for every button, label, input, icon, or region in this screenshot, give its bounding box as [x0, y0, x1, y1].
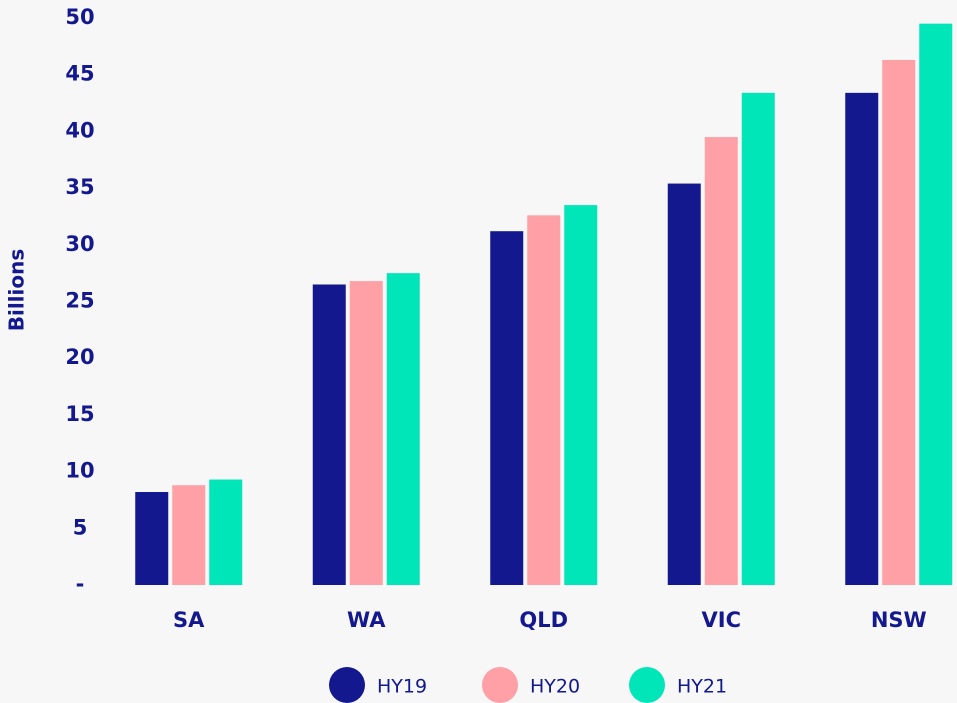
bar: [741, 92, 775, 586]
legend-swatch: [629, 667, 665, 703]
bar: [527, 215, 561, 586]
legend-label: HY19: [377, 676, 427, 698]
y-tick-label: 45: [65, 62, 94, 86]
y-tick-label: 20: [65, 345, 94, 369]
x-tick-label: NSW: [871, 608, 927, 632]
bar: [172, 485, 206, 585]
bar: [704, 137, 738, 585]
bar: [919, 23, 953, 586]
y-tick-label: 35: [65, 175, 94, 199]
y-tick-label: -: [76, 572, 85, 596]
y-tick-label: 25: [65, 289, 94, 313]
y-axis-title: Billions: [5, 249, 29, 332]
x-tick-label: WA: [347, 608, 386, 632]
y-tick-label: 50: [65, 5, 94, 29]
bar: [349, 281, 383, 585]
y-tick-label: 15: [65, 402, 94, 426]
bar: [564, 205, 598, 586]
y-tick-label: 5: [73, 515, 88, 539]
x-tick-label: VIC: [702, 608, 741, 632]
legend-label: HY21: [677, 676, 727, 698]
legend-label: HY20: [530, 676, 580, 698]
x-tick-label: SA: [173, 608, 205, 632]
bar: [667, 183, 701, 585]
y-tick-label: 40: [65, 118, 94, 142]
x-tick-label: QLD: [519, 608, 568, 632]
legend-swatch: [329, 667, 365, 703]
bar: [386, 273, 420, 585]
bar: [845, 92, 879, 586]
bar: [135, 492, 169, 585]
y-tick-label: 10: [65, 459, 94, 483]
bar: [312, 284, 346, 585]
bar: [209, 479, 243, 585]
bar: [490, 231, 524, 585]
y-tick-label: 30: [65, 232, 94, 256]
bar: [882, 59, 916, 585]
legend-swatch: [482, 667, 518, 703]
